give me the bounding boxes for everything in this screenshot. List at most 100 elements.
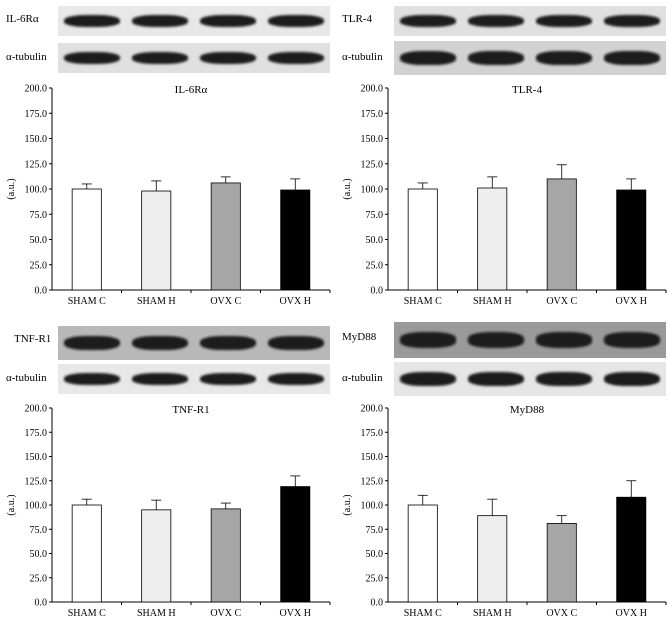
x-tick-label: OVX H: [616, 296, 647, 307]
western-blot-target: [58, 6, 330, 36]
y-tick-label: 25.0: [30, 260, 48, 271]
chart-title: TNF-R1: [172, 404, 209, 416]
bar-sham-h: [141, 190, 172, 291]
x-tick-label: SHAM C: [404, 608, 442, 619]
blot-loading-label: α-tubulin: [342, 51, 383, 63]
blot-band: [132, 51, 188, 65]
x-tick-label: SHAM H: [473, 296, 512, 307]
blot-band: [536, 332, 592, 348]
bar-sham-h: [477, 187, 508, 291]
y-tick-label: 75.0: [366, 210, 384, 221]
y-tick-label: 0.0: [35, 286, 48, 297]
bar-sham-h: [141, 509, 172, 603]
y-tick-label: 125.0: [25, 476, 48, 487]
y-tick-label: 125.0: [361, 159, 384, 170]
y-tick-label: 100.0: [361, 185, 384, 196]
panel-tnfr1: TNF-R1 α-tubulin 0.0 25.0 50.0 75.0 100.0 125…: [0, 312, 334, 624]
blot-band: [64, 51, 120, 65]
y-tick-label: 200.0: [361, 84, 384, 95]
blot-target-label: IL-6Rα: [6, 13, 39, 25]
blot-loading-label: α-tubulin: [6, 51, 47, 63]
bar-ovx-h: [280, 189, 311, 291]
bar-ovx-h: [616, 496, 647, 603]
y-tick-label: 175.0: [25, 428, 48, 439]
y-tick-label: 0.0: [371, 286, 384, 297]
blot-band: [604, 371, 660, 387]
y-tick-label: 25.0: [30, 573, 48, 584]
x-tick-label: OVX H: [616, 608, 647, 619]
bar-sham-c: [71, 504, 102, 603]
bar-chart-myd88: 0.0 25.0 50.0 75.0 100.0 125.0 150.0 175.0 200.0…: [342, 404, 667, 619]
x-tick-label: OVX C: [546, 296, 577, 307]
y-tick-label: 150.0: [25, 134, 48, 145]
y-axis-label: (a.u.): [6, 178, 17, 199]
y-tick-label: 0.0: [371, 598, 384, 609]
blot-band: [200, 14, 256, 28]
chart-title: IL-6Rα: [175, 84, 208, 96]
bar-ovx-c: [546, 523, 577, 603]
blot-band: [64, 335, 120, 351]
blot-band: [468, 14, 524, 28]
western-blot-target: [394, 6, 666, 36]
x-tick-label: SHAM C: [68, 608, 106, 619]
x-tick-label: OVX C: [546, 608, 577, 619]
y-axis-label: (a.u.): [6, 494, 17, 515]
chart-title: MyD88: [510, 404, 545, 416]
blot-target-label: TNF-R1: [14, 333, 52, 345]
y-tick-label: 0.0: [35, 598, 48, 609]
y-tick-label: 100.0: [25, 501, 48, 512]
blot-band: [536, 14, 592, 28]
bar-chart-tlr4: 0.0 25.0 50.0 75.0 100.0 125.0 150.0 175.0 200.0…: [342, 84, 667, 307]
blot-band: [468, 371, 524, 387]
y-tick-label: 50.0: [30, 549, 48, 560]
blot-band: [536, 371, 592, 387]
y-tick-label: 25.0: [366, 573, 384, 584]
y-tick-label: 150.0: [25, 452, 48, 463]
x-tick-label: SHAM C: [68, 296, 106, 307]
blot-band: [268, 14, 324, 28]
y-tick-label: 75.0: [30, 210, 48, 221]
y-tick-label: 200.0: [25, 404, 48, 415]
y-tick-label: 175.0: [25, 109, 48, 120]
bar-ovx-c: [210, 508, 241, 603]
y-tick-label: 150.0: [361, 134, 384, 145]
blot-band: [268, 372, 324, 386]
bar-ovx-h: [616, 189, 647, 291]
x-tick-label: SHAM H: [137, 296, 176, 307]
x-tick-label: SHAM C: [404, 296, 442, 307]
blot-band: [468, 332, 524, 348]
blot-loading-label: α-tubulin: [6, 372, 47, 384]
y-tick-label: 75.0: [30, 525, 48, 536]
y-tick-label: 100.0: [361, 501, 384, 512]
bar-sham-c: [407, 504, 438, 603]
y-axis-label: (a.u.): [342, 494, 353, 515]
y-tick-label: 150.0: [361, 452, 384, 463]
western-blot-target: [394, 322, 666, 358]
western-blot-loading: [394, 41, 666, 75]
bar-sham-h: [477, 515, 508, 603]
blot-band: [400, 14, 456, 28]
x-tick-label: OVX C: [210, 608, 241, 619]
y-tick-label: 200.0: [361, 404, 384, 415]
blot-band: [132, 14, 188, 28]
blot-band: [604, 332, 660, 348]
blot-band: [268, 51, 324, 65]
bar-sham-c: [71, 188, 102, 291]
x-tick-label: OVX H: [280, 608, 311, 619]
blot-band: [604, 50, 660, 66]
y-tick-label: 50.0: [366, 235, 384, 246]
y-tick-label: 125.0: [361, 476, 384, 487]
blot-band: [604, 14, 660, 28]
x-tick-label: SHAM H: [473, 608, 512, 619]
blot-band: [64, 14, 120, 28]
y-tick-label: 50.0: [30, 235, 48, 246]
blot-band: [132, 372, 188, 386]
panel-tlr4: TLR-4 α-tubulin 0.0 25.0 50.0 75.0 100.0 125.…: [336, 0, 669, 312]
blot-band: [200, 51, 256, 65]
blot-loading-label: α-tubulin: [342, 372, 383, 384]
blot-band: [400, 332, 456, 348]
chart-title: TLR-4: [512, 84, 542, 96]
panel-il6ra: IL-6Rα α-tubulin 0.0 25.0 50.0 75.0 100.0 125…: [0, 0, 334, 312]
blot-band: [64, 372, 120, 386]
bar-chart-tnfr1: 0.0 25.0 50.0 75.0 100.0 125.0 150.0 175.0 200.0…: [6, 404, 331, 619]
